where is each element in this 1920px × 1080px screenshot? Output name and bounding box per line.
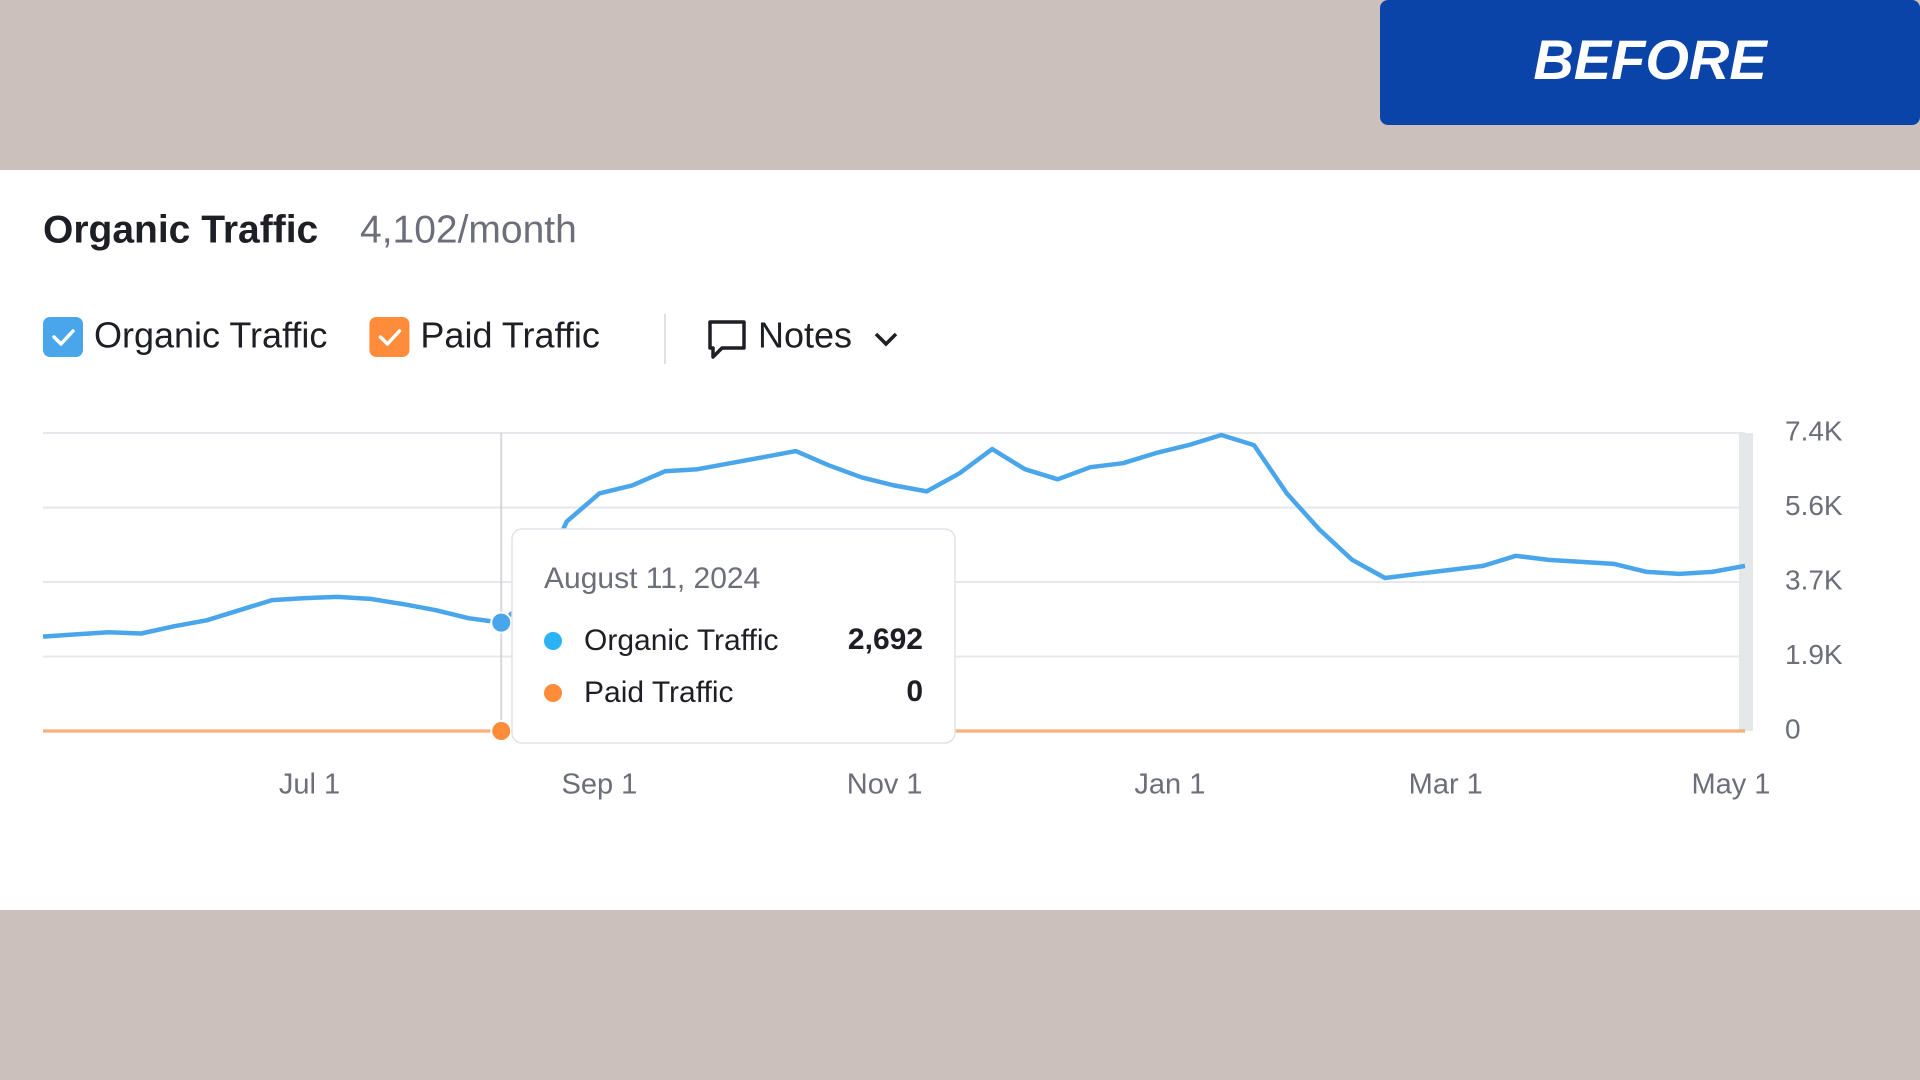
y-tick-label: 5.6K bbox=[1785, 490, 1843, 521]
hover-marker bbox=[490, 611, 513, 634]
tooltip: August 11, 2024 Organic Traffic 2,692 Pa… bbox=[511, 528, 956, 744]
y-tick-label: 1.9K bbox=[1785, 639, 1843, 670]
legend-item[interactable]: Organic Traffic bbox=[43, 315, 327, 357]
badge-text: BEFORE bbox=[1533, 28, 1768, 91]
legend: Organic Traffic Paid Traffic bbox=[43, 315, 600, 357]
x-tick-label: Sep 1 bbox=[562, 769, 638, 801]
series-line bbox=[42, 432, 1746, 639]
legend-check bbox=[52, 329, 75, 346]
notes-icon bbox=[708, 320, 746, 359]
notes-chevron bbox=[874, 332, 898, 347]
legend-label: Organic Traffic bbox=[94, 315, 327, 356]
y-tick-label: 0 bbox=[1785, 713, 1801, 744]
header-subtitle: 4,102/month bbox=[360, 208, 577, 251]
tooltip-value: 2,692 bbox=[848, 623, 923, 656]
tooltip-box bbox=[511, 528, 956, 744]
tooltip-dot bbox=[544, 632, 562, 650]
x-tick-label: Mar 1 bbox=[1409, 769, 1483, 801]
panel bbox=[0, 170, 1920, 910]
header-title: Organic Traffic bbox=[43, 208, 318, 251]
x-tick-label: Jul 1 bbox=[279, 769, 340, 801]
tooltip-label: Organic Traffic bbox=[584, 624, 779, 657]
legend-checkbox bbox=[43, 317, 83, 357]
y-tick-label: 7.4K bbox=[1785, 415, 1843, 446]
x-tick-label: Jan 1 bbox=[1134, 769, 1205, 801]
legend-item[interactable]: Paid Traffic bbox=[369, 315, 600, 357]
hover-marker bbox=[490, 720, 513, 742]
x-tick-label: May 1 bbox=[1691, 769, 1770, 801]
notes-button[interactable]: Notes bbox=[708, 315, 898, 359]
tooltip-title: August 11, 2024 bbox=[544, 562, 760, 595]
legend-label: Paid Traffic bbox=[420, 315, 599, 356]
tooltip-label: Paid Traffic bbox=[584, 676, 734, 709]
badge bbox=[1380, 0, 1920, 125]
x-tick-label: Nov 1 bbox=[847, 769, 923, 801]
legend-check bbox=[378, 329, 402, 346]
tooltip-value: 0 bbox=[906, 675, 923, 708]
notes-label: Notes bbox=[758, 315, 852, 356]
range-handle bbox=[1739, 433, 1753, 731]
tooltip-dot bbox=[544, 684, 562, 702]
y-tick-label: 3.7K bbox=[1785, 564, 1843, 595]
legend-checkbox bbox=[369, 317, 410, 357]
